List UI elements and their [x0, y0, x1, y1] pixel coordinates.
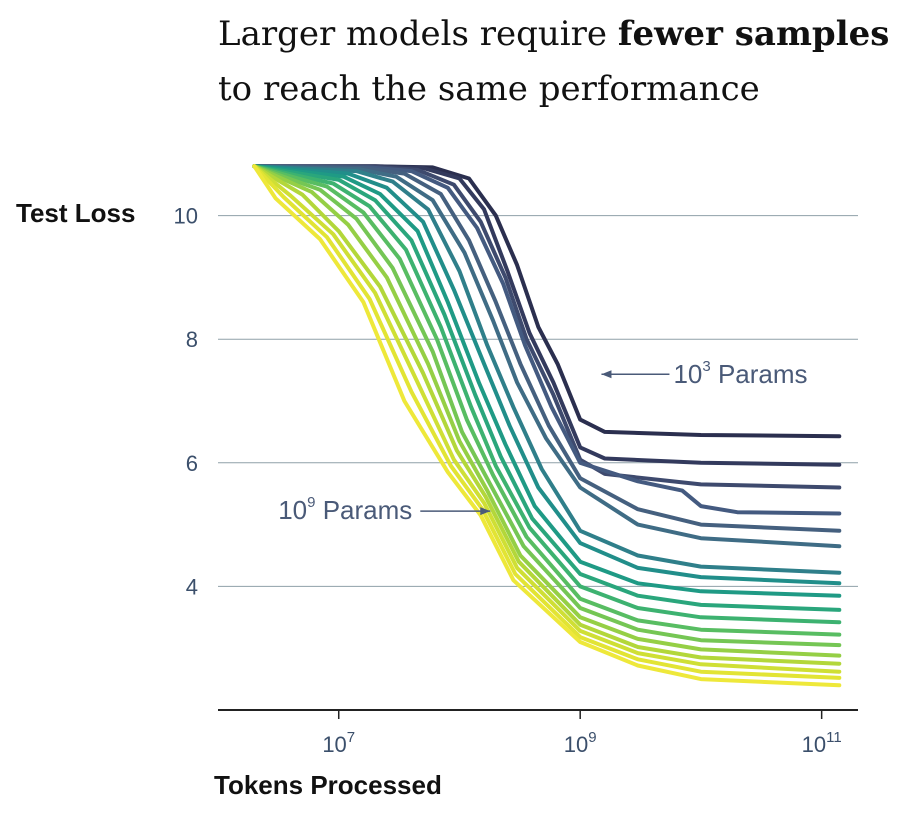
chart-title-plain: Larger models require: [218, 14, 618, 54]
series-line-13: [252, 164, 842, 648]
y-axis-ticks: 10 8 6 4: [174, 204, 198, 600]
series-line-18: [252, 164, 842, 688]
series-lines: [252, 164, 842, 688]
x-tick-label: 109: [564, 729, 597, 757]
series-line-11: [252, 164, 842, 625]
x-axis-label: Tokens Processed: [214, 770, 442, 800]
series-line-10: [252, 164, 842, 612]
series-line-6: [252, 164, 842, 549]
arrow-1e3-params-head: [601, 370, 612, 379]
arrow-1e9-params-head: [480, 507, 491, 516]
series-line-9: [252, 164, 842, 598]
annotations: 103 Params 109 Params: [278, 358, 807, 525]
series-line-4: [252, 164, 842, 516]
chart-title-line1: Larger models require fewer samples: [218, 14, 889, 54]
series-line-12: [252, 164, 842, 637]
x-tick-label: 1011: [802, 729, 842, 757]
annotation-1e9-params: 109 Params: [278, 494, 412, 525]
y-tick-label: 6: [186, 451, 198, 476]
x-tick-label: 107: [322, 729, 355, 757]
chart-title-line2: to reach the same performance: [218, 69, 760, 109]
series-line-14: [252, 164, 842, 658]
y-tick-label: 8: [186, 327, 198, 352]
y-tick-label: 10: [174, 204, 198, 229]
series-line-16: [252, 164, 842, 674]
series-line-15: [252, 164, 842, 666]
y-tick-label: 4: [186, 574, 198, 599]
y-axis-label: Test Loss: [16, 198, 135, 228]
series-line-8: [252, 164, 842, 586]
chart-title-bold: fewer samples: [618, 14, 890, 54]
series-line-2: [252, 164, 842, 467]
series-line-7: [252, 164, 842, 575]
series-line-5: [252, 164, 842, 533]
x-axis: 107 109 1011: [218, 709, 858, 757]
annotation-1e3-params: 103 Params: [673, 358, 807, 389]
series-line-17: [252, 164, 842, 680]
